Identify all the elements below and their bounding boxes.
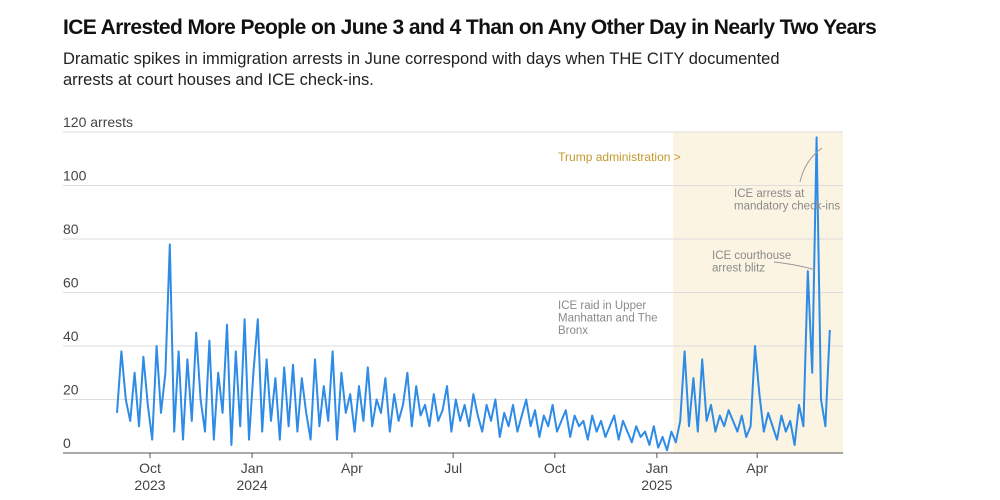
x-tick-label: Oct <box>544 460 566 476</box>
x-tick-label: Jan <box>241 460 264 476</box>
annotation: Bronx <box>558 325 588 337</box>
x-tick-label: Jan <box>646 460 669 476</box>
shade-label: Trump administration > <box>558 150 681 164</box>
y-tick-label: 40 <box>63 328 79 344</box>
annotation: mandatory check-ins <box>734 201 840 213</box>
x-tick-year: 2025 <box>641 477 672 493</box>
y-tick-label: 120 arrests <box>63 114 133 130</box>
y-tick-label: 100 <box>63 168 87 184</box>
data-line <box>116 136 831 452</box>
y-tick-label: 60 <box>63 275 79 291</box>
annotation: ICE raid in Upper <box>558 300 646 312</box>
x-tick-label: Oct <box>139 460 161 476</box>
y-tick-label: 20 <box>63 382 79 398</box>
y-tick-label: 0 <box>63 435 71 451</box>
annotation-arrow <box>773 261 816 271</box>
y-tick-label: 80 <box>63 221 79 237</box>
chart-subtitle: Dramatic spikes in immigration arrests i… <box>63 50 780 68</box>
annotation: Manhattan and The <box>558 313 658 325</box>
chart-subtitle: arrests at court houses and ICE check-in… <box>63 71 374 89</box>
x-tick-year: 2024 <box>237 477 268 493</box>
x-tick-label: Apr <box>341 460 363 476</box>
x-tick-label: Jul <box>444 460 462 476</box>
annotation: ICE courthouse <box>712 250 791 262</box>
annotation: arrest blitz <box>712 263 765 275</box>
annotation-arrow <box>799 147 823 183</box>
chart-title: ICE Arrested More People on June 3 and 4… <box>63 16 876 39</box>
annotation: ICE arrests at <box>734 188 805 200</box>
x-tick-year: 2023 <box>134 477 165 493</box>
x-tick-label: Apr <box>746 460 768 476</box>
